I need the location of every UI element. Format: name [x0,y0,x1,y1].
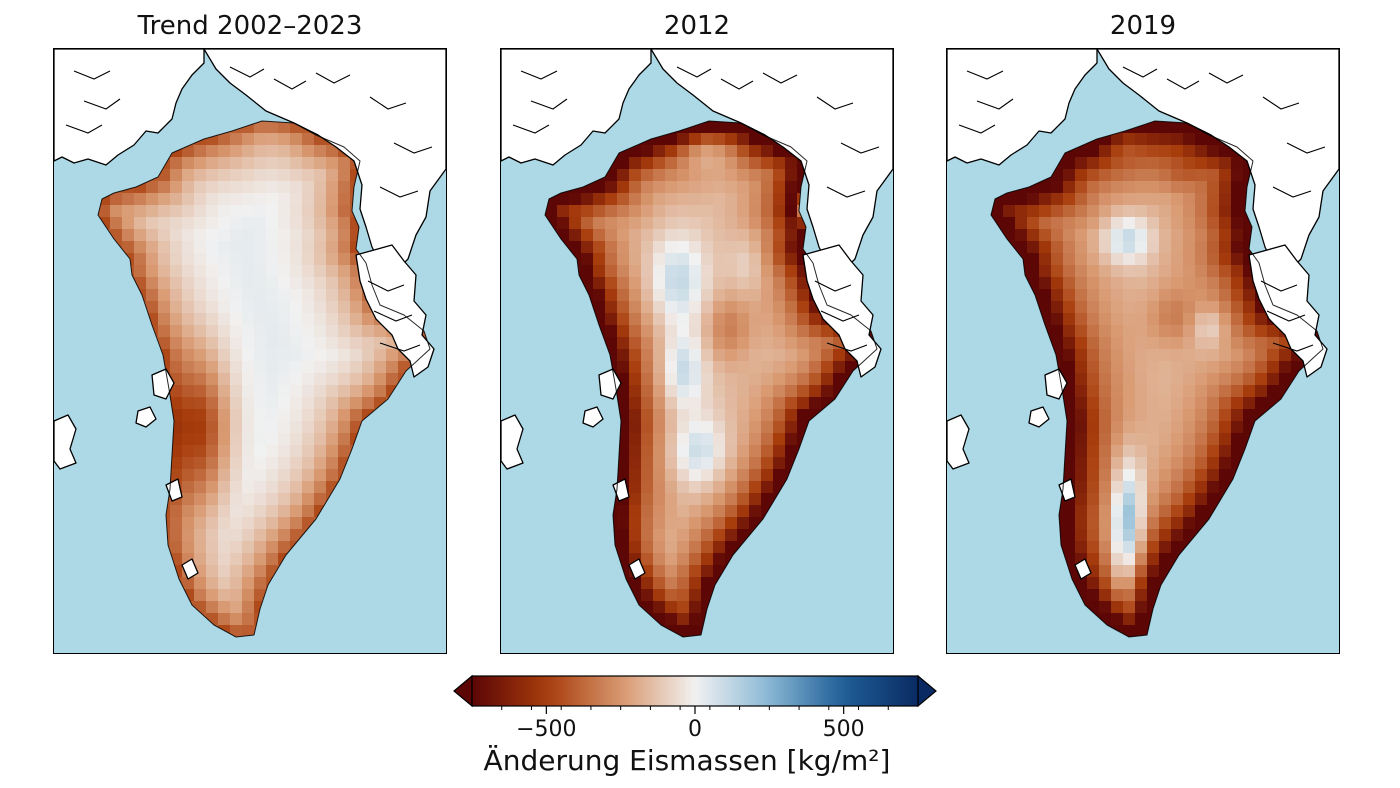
panel-title: 2019 [1109,11,1177,41]
map-frame [946,48,1340,654]
coastline-land [501,49,893,580]
map-panel-2019: 2019 [946,0,1340,660]
colorbar-tick-label: 500 [823,717,865,742]
map-frame [500,48,894,654]
map-panel-trend: Trend 2002–2023 [53,0,447,660]
colorbar-tick-label: 0 [688,717,702,742]
colorbar-tick-label: −500 [516,717,576,742]
colorbar-scale: −500 0 500 [453,674,937,742]
colorbar: −500 0 500 Änderung Eismassen [kg/m²] [452,672,942,788]
colorbar-extend-min [453,674,473,708]
colorbar-gradient [471,675,919,707]
panel-title: 2012 [663,11,731,41]
map-panel-2012: 2012 [500,0,894,660]
greenland-map [501,49,893,638]
map-frame [53,48,447,654]
panel-title: Trend 2002–2023 [137,11,363,41]
greenland-map [947,49,1339,638]
coastline-land [54,49,446,580]
colorbar-extend-max [917,674,937,708]
colorbar-label: Änderung Eismassen [kg/m²] [483,744,891,777]
greenland-map [54,49,446,638]
